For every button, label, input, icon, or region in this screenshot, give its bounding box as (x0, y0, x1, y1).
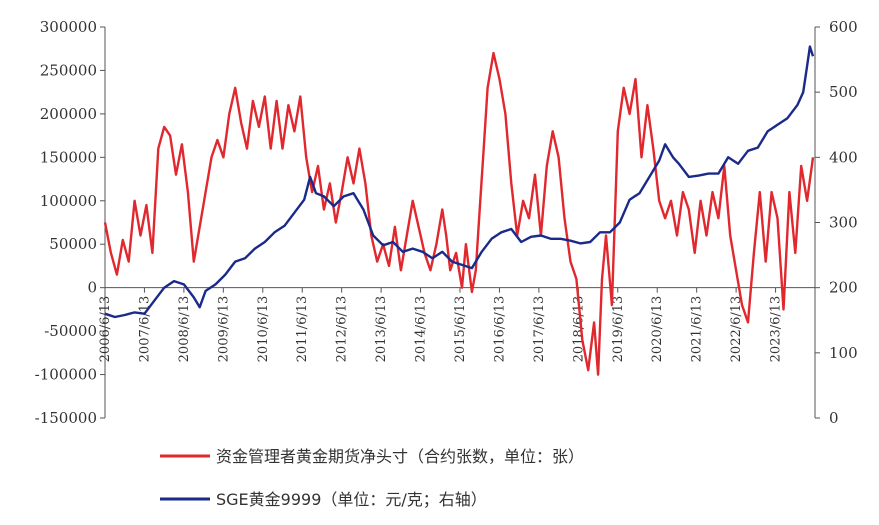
x-tick-label: 2006/6/13 (98, 296, 113, 363)
x-tick-label: 2023/6/13 (769, 296, 784, 363)
right-tick-label: 200 (829, 279, 858, 297)
x-tick-label: 2017/6/13 (532, 296, 547, 363)
series-layer (103, 45, 815, 376)
left-tick-label: -50000 (44, 322, 97, 340)
x-tick-label: 2008/6/13 (177, 296, 192, 363)
right-tick-label: 600 (829, 18, 858, 36)
x-tick-label: 2019/6/13 (611, 296, 626, 363)
legend-item-series-2: SGE黄金9999（单位：元/克；右轴） (160, 490, 487, 509)
x-tick-label: 2009/6/13 (216, 296, 231, 363)
series-line-2 (104, 45, 815, 319)
x-tick-label: 2014/6/13 (414, 296, 429, 363)
x-tick-label: 2016/6/13 (492, 296, 507, 363)
x-tick-label: 2015/6/13 (453, 296, 468, 363)
left-tick-label: -150000 (35, 409, 97, 427)
x-tick-label: 2011/6/13 (295, 296, 310, 363)
right-tick-label: 500 (829, 83, 858, 101)
right-tick-label: 300 (829, 214, 858, 232)
left-tick-label: 0 (87, 279, 97, 297)
left-tick-label: 150000 (40, 148, 97, 166)
right-tick-label: 0 (829, 409, 839, 427)
x-tick-label: 2021/6/13 (690, 296, 705, 363)
left-y-axis-ticks: -150000 -100000 -50000 0 50000 100000 150000 20… (35, 18, 105, 427)
x-tick-label: 2012/6/13 (335, 296, 350, 363)
legend-label-series-2: SGE黄金9999（单位：元/克；右轴） (216, 490, 487, 509)
legend: 资金管理者黄金期货净头寸（合约张数，单位：张） SGE黄金9999（单位：元/克… (160, 447, 584, 509)
x-tick-label: 2010/6/13 (256, 296, 271, 363)
legend-label-series-1: 资金管理者黄金期货净头寸（合约张数，单位：张） (216, 447, 584, 466)
right-tick-label: 100 (829, 344, 858, 362)
left-tick-label: 300000 (40, 18, 97, 36)
x-tick-label: 2020/6/13 (650, 296, 665, 363)
x-axis-ticks: 2006/6/13 2007/6/13 2008/6/13 2009/6/13 2010… (98, 287, 784, 363)
left-tick-label: -100000 (35, 366, 97, 384)
left-tick-label: 200000 (40, 105, 97, 123)
left-tick-label: 250000 (40, 61, 97, 79)
legend-item-series-1: 资金管理者黄金期货净头寸（合约张数，单位：张） (160, 447, 584, 466)
right-y-axis-ticks: 0 100 200 300 400 500 600 (815, 18, 858, 427)
right-tick-label: 400 (829, 148, 858, 166)
x-tick-label: 2022/6/13 (729, 296, 744, 363)
x-tick-label: 2013/6/13 (374, 296, 389, 363)
left-tick-label: 50000 (49, 235, 97, 253)
left-tick-label: 100000 (40, 192, 97, 210)
